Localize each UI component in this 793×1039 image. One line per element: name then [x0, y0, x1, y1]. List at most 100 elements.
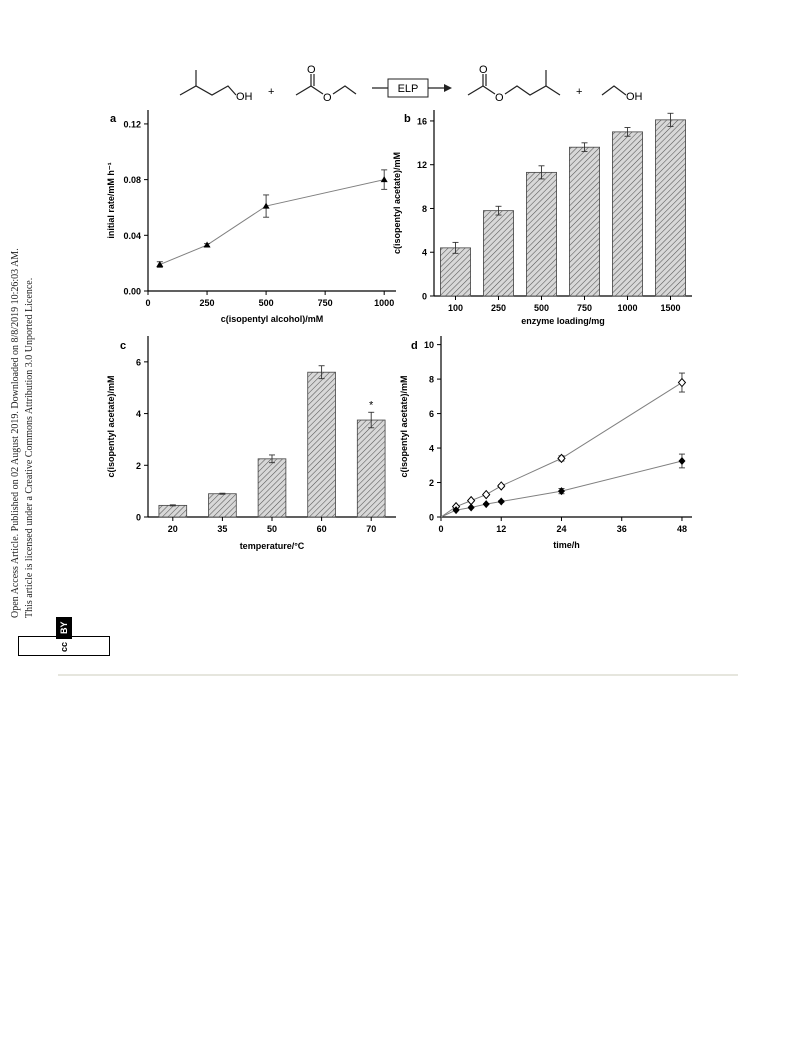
y-tick-label-b: 16: [417, 116, 427, 126]
plus-sign-2: +: [576, 86, 582, 98]
data-point-open-d: [497, 481, 506, 491]
bar-c: [356, 419, 386, 518]
panel-label-a: a: [110, 113, 117, 125]
y-tick-label-a: 0.04: [123, 231, 141, 241]
isopentyl-alcohol-structure: [179, 70, 237, 96]
data-point-open-d: [482, 489, 491, 500]
ethanol-structure: [601, 85, 627, 96]
data-point-a: [262, 202, 270, 209]
x-tick-label-d: 24: [556, 524, 566, 534]
x-tick-label-c: 70: [366, 524, 376, 534]
reaction-scheme: OH + O O ELP O O + OH: [179, 64, 643, 104]
panel-label-c: c: [120, 340, 126, 352]
y-axis-label-a: initial rate/mM h⁻¹: [106, 162, 116, 238]
x-tick-label-a: 0: [145, 298, 150, 308]
x-axis-label-c: temperature/°C: [240, 541, 305, 551]
data-point-filled-d: [497, 497, 505, 506]
reactant1-oh-label: OH: [236, 91, 253, 103]
significance-marker-c: *: [369, 399, 374, 411]
y-axis-label-d: c(isopentyl acetate)/mM: [399, 375, 409, 477]
y-tick-label-b: 8: [422, 204, 427, 214]
data-point-a: [380, 176, 388, 183]
x-tick-label-d: 0: [438, 524, 443, 534]
bar-b: [526, 171, 557, 297]
x-tick-label-c: 35: [217, 524, 227, 534]
y-tick-label-a: 0.12: [123, 119, 141, 129]
x-tick-label-a: 750: [318, 298, 333, 308]
ethyl-acetate-structure: [295, 74, 357, 96]
data-point-open-d: [466, 495, 476, 506]
x-tick-label-c: 50: [267, 524, 277, 534]
bar-b: [440, 247, 471, 297]
x-tick-label-b: 1500: [660, 303, 680, 313]
bar-b: [483, 210, 514, 297]
figure-panels: a c(isopentyl alcohol)/mM initial rate/mM …: [106, 110, 692, 551]
x-tick-label-d: 48: [677, 524, 687, 534]
product-ester-o: O: [495, 92, 504, 104]
data-point-filled-d: [557, 487, 565, 496]
y-tick-label-a: 0.08: [123, 175, 141, 185]
x-tick-label-b: 250: [491, 303, 506, 313]
y-tick-label-c: 0: [136, 513, 141, 523]
x-tick-label-b: 750: [577, 303, 592, 313]
y-tick-label-c: 2: [136, 461, 141, 471]
product-carbonyl-o: O: [479, 64, 488, 76]
y-tick-label-d: 6: [429, 409, 434, 419]
y-tick-label-d: 10: [424, 340, 434, 350]
y-tick-label-d: 4: [429, 444, 434, 454]
y-axis-label-c: c(isopentyl acetate)/mM: [106, 375, 116, 477]
product2-oh-label: OH: [626, 91, 643, 103]
series-line-a: [159, 179, 385, 266]
y-tick-label-b: 4: [422, 248, 427, 258]
x-tick-label-c: 20: [168, 524, 178, 534]
bar-b: [655, 119, 686, 297]
bar-c: [208, 493, 237, 518]
bar-c: [158, 504, 188, 518]
isopentyl-acetate-structure: [467, 70, 561, 96]
ethyl-acetate-ester-o: O: [323, 92, 332, 104]
data-point-open-d: [677, 377, 687, 388]
x-tick-label-c: 60: [317, 524, 327, 534]
x-tick-label-b: 1000: [617, 303, 637, 313]
bar-b: [612, 131, 643, 297]
y-tick-label-d: 2: [429, 478, 434, 488]
bar-c: [257, 458, 287, 518]
y-tick-label-b: 0: [422, 292, 427, 302]
x-tick-label-b: 500: [534, 303, 549, 313]
page-divider: [58, 674, 738, 676]
x-axis-label-a: c(isopentyl alcohol)/mM: [221, 314, 324, 324]
y-axis-label-b: c(isopentyl acetate)/mM: [392, 152, 402, 254]
x-axis-label-b: enzyme loading/mg: [521, 316, 605, 326]
data-point-filled-d: [678, 456, 686, 465]
y-tick-label-a: 0.00: [123, 287, 141, 297]
y-tick-label-b: 12: [417, 160, 427, 170]
catalyst-box: [387, 78, 429, 98]
x-tick-label-a: 250: [200, 298, 215, 308]
plus-sign-1: +: [268, 86, 274, 98]
x-tick-label-b: 100: [448, 303, 463, 313]
data-point-open-d: [557, 453, 566, 464]
data-point-filled-d: [482, 500, 490, 509]
bar-c: [307, 371, 336, 518]
series-line-d: [440, 382, 683, 518]
x-tick-label-d: 12: [496, 524, 506, 534]
ethyl-acetate-carbonyl-o: O: [307, 64, 316, 76]
x-tick-label-d: 36: [617, 524, 627, 534]
reaction-arrowhead: [444, 84, 452, 92]
bar-b: [569, 146, 600, 297]
y-tick-label-c: 6: [136, 357, 141, 367]
data-point-a: [203, 241, 211, 248]
data-point-a: [156, 261, 164, 268]
catalyst-label: ELP: [398, 83, 419, 95]
data-point-filled-d: [452, 506, 460, 515]
y-tick-label-d: 0: [429, 513, 434, 523]
y-tick-label-d: 8: [429, 375, 434, 385]
x-axis-label-d: time/h: [553, 540, 580, 550]
panel-label-b: b: [404, 113, 411, 125]
data-point-filled-d: [467, 503, 475, 512]
y-tick-label-c: 4: [136, 409, 141, 419]
x-tick-label-a: 1000: [374, 298, 394, 308]
x-tick-label-a: 500: [259, 298, 274, 308]
panel-label-d: d: [411, 340, 418, 352]
